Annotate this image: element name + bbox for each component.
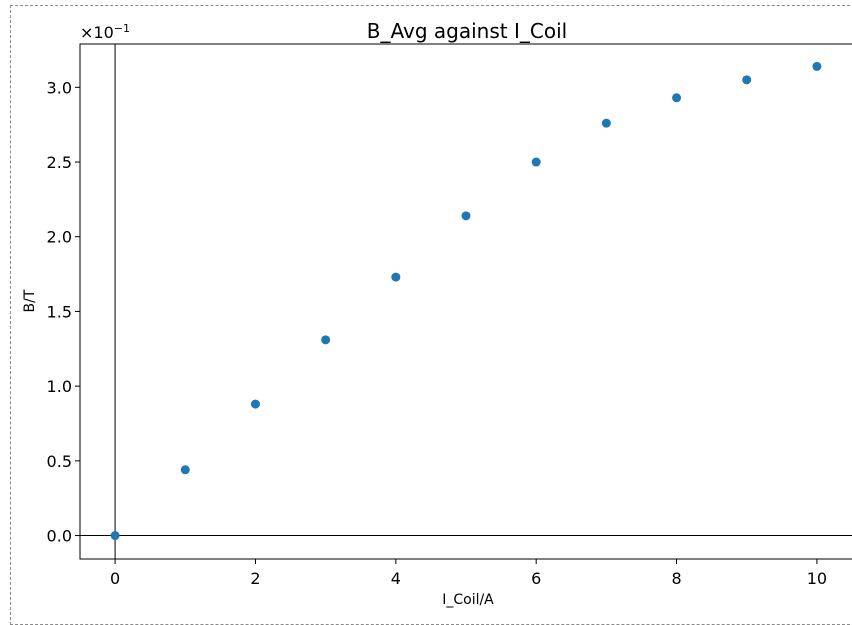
offset-exponent: −1	[114, 22, 130, 35]
y-tick-label: 1.5	[47, 302, 72, 321]
x-tick-label: 8	[671, 569, 681, 588]
y-tick-label: 0.0	[47, 527, 72, 546]
reference-lines	[80, 44, 852, 559]
data-point	[180, 465, 190, 475]
x-tick-label: 2	[250, 569, 260, 588]
x-tick-label: 4	[391, 569, 401, 588]
x-axis-label: I_Coil/A	[442, 592, 494, 608]
y-axis-label: B/T	[22, 289, 38, 312]
offset-base: ×10	[80, 23, 114, 42]
y-tick-label: 2.0	[47, 228, 72, 247]
data-point	[110, 531, 120, 541]
data-point	[321, 335, 331, 345]
x-tick-label: 0	[110, 569, 120, 588]
x-tick-label: 6	[531, 569, 541, 588]
y-tick-label: 1.0	[47, 377, 72, 396]
scatter-chart: B_Avg against I_Coil ×10−1 0 2 4 6 8 10 0.00.…	[22, 19, 852, 608]
y-tick-label: 3.0	[47, 78, 72, 97]
y-tick-label: 0.5	[47, 452, 72, 471]
data-point	[672, 93, 682, 103]
plot-area	[79, 43, 852, 560]
x-axis-ticks: 0 2 4 6 8 10	[110, 559, 827, 588]
data-point	[601, 118, 611, 128]
data-point	[742, 75, 752, 85]
y-axis-offset-label: ×10−1	[80, 22, 130, 43]
y-tick-label: 2.5	[47, 153, 72, 172]
data-points	[110, 61, 822, 541]
data-point	[250, 399, 260, 409]
chart-title: B_Avg against I_Coil	[367, 19, 567, 43]
data-point	[461, 211, 471, 221]
data-point	[812, 61, 822, 71]
data-point	[531, 157, 541, 167]
y-axis-ticks: 0.0 0.5 1.0 1.5 2.0 2.5 3.0	[47, 78, 80, 546]
x-tick-label: 10	[807, 569, 827, 588]
data-point	[391, 272, 401, 282]
